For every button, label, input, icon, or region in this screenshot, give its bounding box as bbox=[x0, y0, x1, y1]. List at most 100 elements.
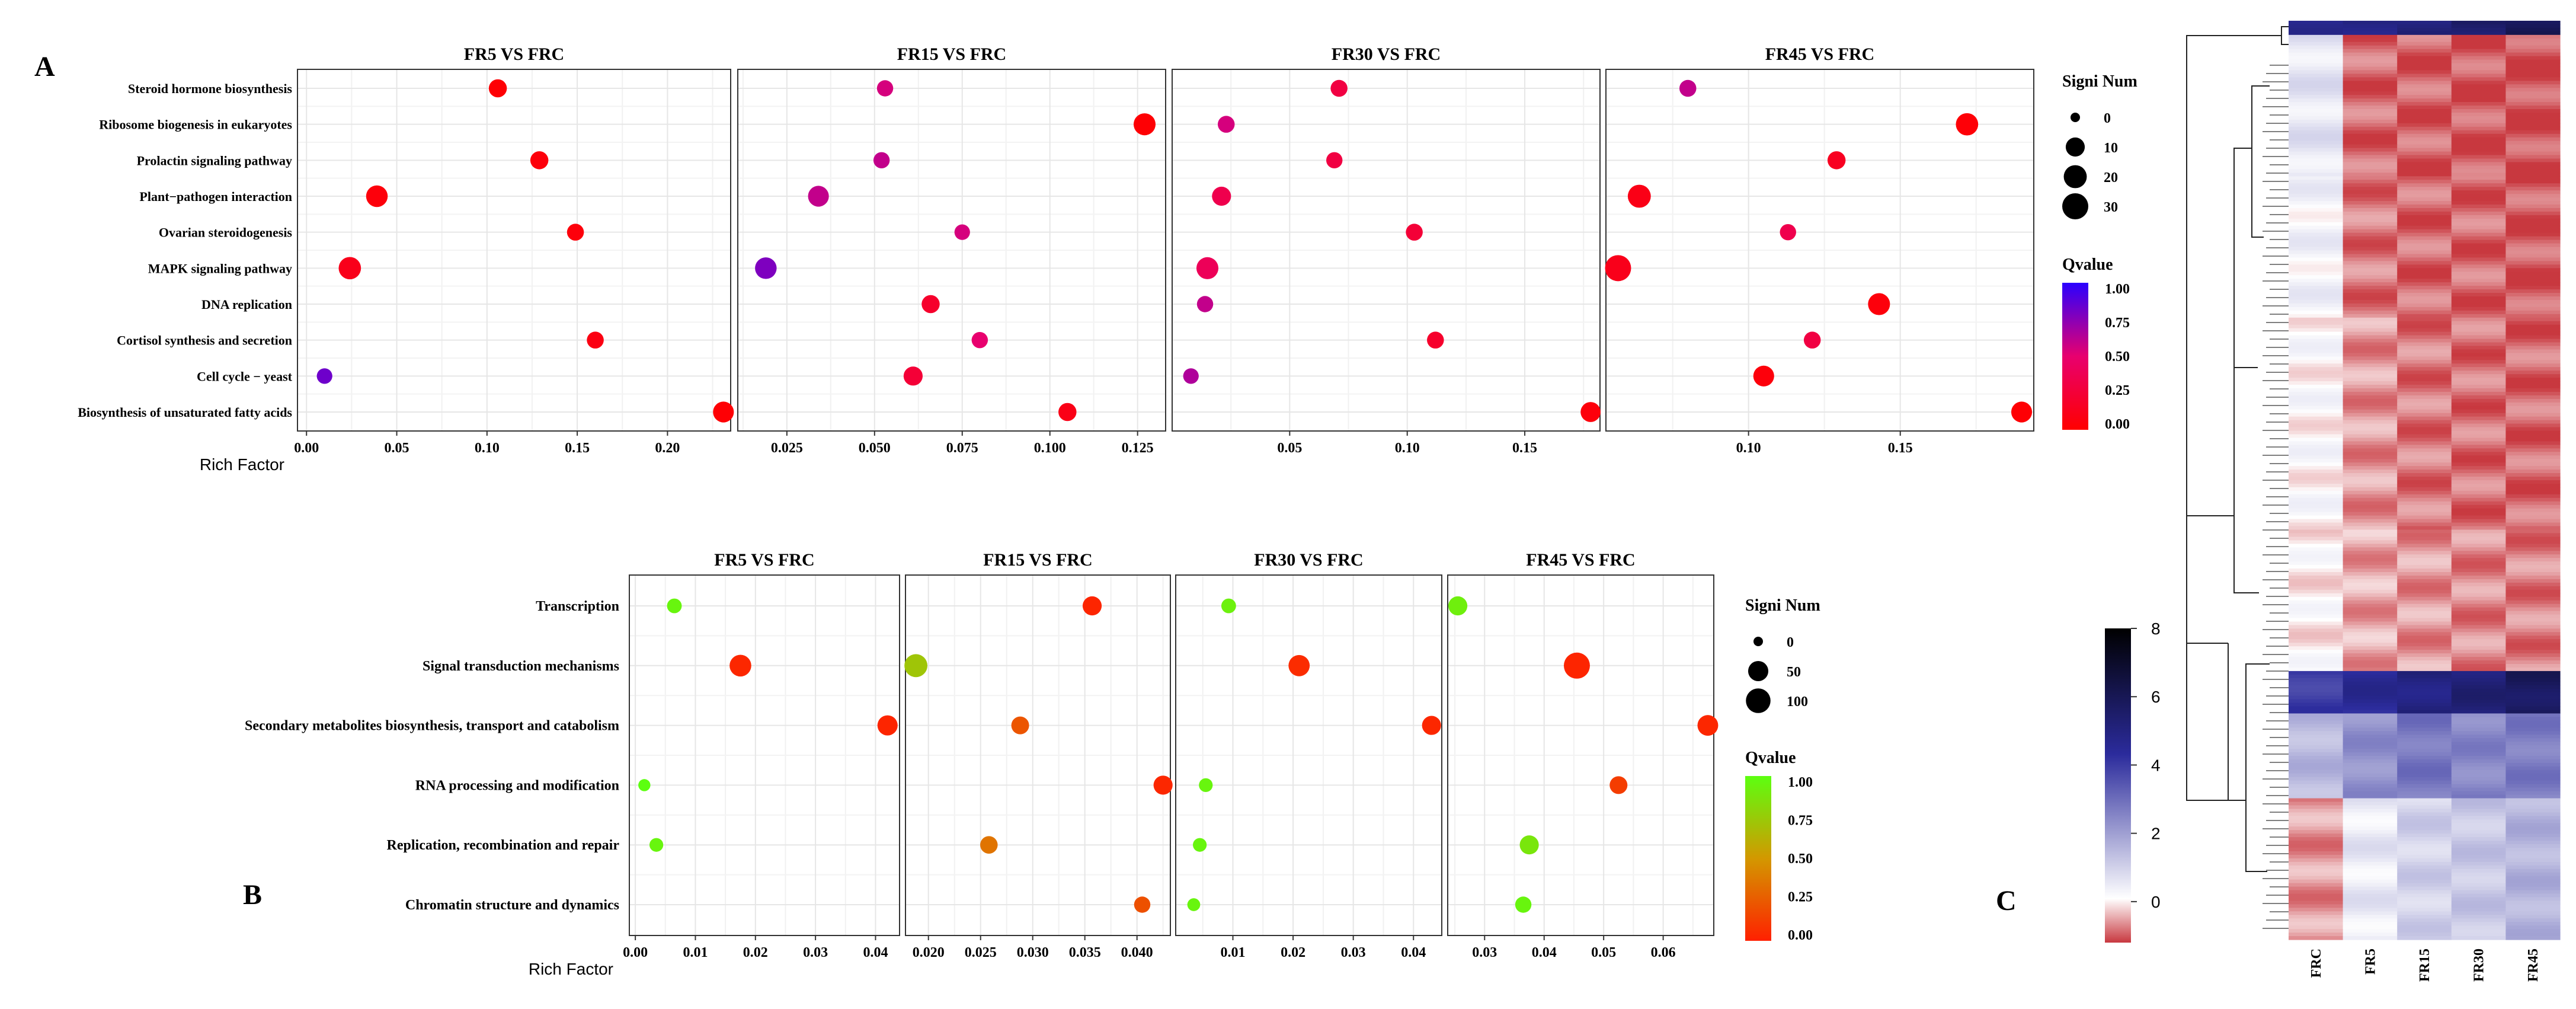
heatmap-cell bbox=[2343, 738, 2398, 742]
heatmap-cell bbox=[2289, 402, 2344, 407]
heatmap-cell bbox=[2289, 391, 2344, 396]
heatmap-cell bbox=[2343, 448, 2398, 452]
heatmap-cell bbox=[2397, 780, 2452, 785]
heatmap-cell bbox=[2289, 812, 2344, 816]
heatmap-cell bbox=[2343, 756, 2398, 760]
heatmap-cell bbox=[2289, 657, 2344, 661]
heatmap-cell bbox=[2397, 632, 2452, 636]
heatmap-cell bbox=[2343, 310, 2398, 315]
heatmap-cell bbox=[2505, 232, 2561, 237]
heatmap-cell bbox=[2505, 823, 2561, 827]
heatmap-cell bbox=[2289, 130, 2344, 135]
heatmap-cell bbox=[2505, 575, 2561, 580]
heatmap-cell bbox=[2343, 830, 2398, 834]
heatmap-cell bbox=[2397, 579, 2452, 583]
heatmap-cell bbox=[2505, 533, 2561, 537]
heatmap-cell bbox=[2451, 395, 2506, 400]
heatmap-cell bbox=[2451, 356, 2506, 360]
heatmap-cell bbox=[2397, 519, 2452, 523]
heatmap-cell bbox=[2451, 155, 2506, 159]
heatmap-column-label: FRC bbox=[2309, 949, 2324, 978]
heatmap-cell bbox=[2505, 490, 2561, 495]
heatmap-cell bbox=[2505, 742, 2561, 746]
heatmap-cell bbox=[2397, 119, 2452, 124]
heatmap-cell bbox=[2289, 452, 2344, 456]
heatmap-cell bbox=[2343, 363, 2398, 368]
heatmap-cell bbox=[2343, 749, 2398, 753]
heatmap-cell bbox=[2451, 459, 2506, 463]
heatmap-cell bbox=[2289, 176, 2344, 180]
heatmap-cell bbox=[2343, 293, 2398, 297]
heatmap-cell bbox=[2343, 317, 2398, 322]
heatmap-cell bbox=[2343, 52, 2398, 57]
heatmap-cell bbox=[2343, 321, 2398, 325]
heatmap-cell bbox=[2451, 102, 2506, 106]
heatmap-cell bbox=[2451, 374, 2506, 378]
heatmap-cell bbox=[2451, 812, 2506, 816]
heatmap-cell bbox=[2343, 819, 2398, 823]
heatmap-cell bbox=[2343, 769, 2398, 774]
heatmap-cell bbox=[2451, 809, 2506, 813]
heatmap-cell bbox=[2343, 933, 2398, 937]
heatmap-cell bbox=[2451, 197, 2506, 202]
heatmap-cell bbox=[2289, 561, 2344, 566]
heatmap-cell bbox=[2397, 470, 2452, 474]
heatmap-cell bbox=[2451, 611, 2506, 615]
a-x-tick-label: 0.050 bbox=[859, 440, 891, 456]
heatmap-cell bbox=[2343, 727, 2398, 732]
heatmap-cell bbox=[2505, 335, 2561, 340]
b-bubble bbox=[1199, 778, 1213, 793]
heatmap-cell bbox=[2343, 477, 2398, 481]
heatmap-cell bbox=[2397, 254, 2452, 258]
heatmap-cell bbox=[2289, 116, 2344, 120]
heatmap-cell bbox=[2505, 872, 2561, 877]
heatmap-cell bbox=[2451, 207, 2506, 212]
heatmap-cell bbox=[2343, 703, 2398, 707]
heatmap-cell bbox=[2505, 787, 2561, 792]
heatmap-cell bbox=[2451, 243, 2506, 248]
heatmap-cell bbox=[2343, 218, 2398, 223]
heatmap-cell bbox=[2451, 381, 2506, 385]
heatmap-cell bbox=[2505, 169, 2561, 173]
b-x-axis-label: Rich Factor bbox=[529, 960, 613, 978]
heatmap-cell bbox=[2289, 854, 2344, 859]
heatmap-cell bbox=[2451, 621, 2506, 626]
heatmap-cell bbox=[2343, 742, 2398, 746]
heatmap-cell bbox=[2397, 133, 2452, 138]
heatmap-cell bbox=[2505, 593, 2561, 598]
heatmap-cell bbox=[2397, 176, 2452, 180]
heatmap-cell bbox=[2451, 738, 2506, 742]
heatmap-cell bbox=[2343, 183, 2398, 187]
heatmap-cell bbox=[2505, 254, 2561, 258]
heatmap-cell bbox=[2505, 310, 2561, 315]
heatmap-cell bbox=[2343, 865, 2398, 870]
heatmap-cell bbox=[2343, 378, 2398, 382]
heatmap-cell bbox=[2505, 427, 2561, 432]
heatmap-cell bbox=[2343, 876, 2398, 880]
heatmap-cell bbox=[2397, 229, 2452, 234]
heatmap-cell bbox=[2343, 173, 2398, 177]
heatmap-cell bbox=[2505, 126, 2561, 131]
heatmap-cell bbox=[2451, 501, 2506, 506]
heatmap-cell bbox=[2343, 197, 2398, 202]
heatmap-cell bbox=[2451, 922, 2506, 926]
heatmap-cell bbox=[2397, 194, 2452, 198]
heatmap-cell bbox=[2505, 286, 2561, 290]
heatmap-cell bbox=[2343, 473, 2398, 477]
heatmap-cell bbox=[2397, 279, 2452, 283]
heatmap-cell bbox=[2397, 402, 2452, 407]
heatmap-cell bbox=[2505, 98, 2561, 103]
heatmap-cell bbox=[2289, 328, 2344, 333]
heatmap-cell bbox=[2451, 385, 2506, 389]
heatmap-cell bbox=[2289, 809, 2344, 813]
heatmap-cell bbox=[2289, 207, 2344, 212]
a-color-legend-label: 0.75 bbox=[2105, 315, 2130, 331]
heatmap-cell bbox=[2505, 621, 2561, 626]
heatmap-cell bbox=[2343, 314, 2398, 318]
heatmap-cell bbox=[2343, 455, 2398, 459]
heatmap-cell bbox=[2451, 727, 2506, 732]
heatmap-cell bbox=[2343, 593, 2398, 598]
heatmap-cell bbox=[2397, 56, 2452, 60]
heatmap-cell bbox=[2343, 794, 2398, 799]
heatmap-cell bbox=[2451, 858, 2506, 863]
